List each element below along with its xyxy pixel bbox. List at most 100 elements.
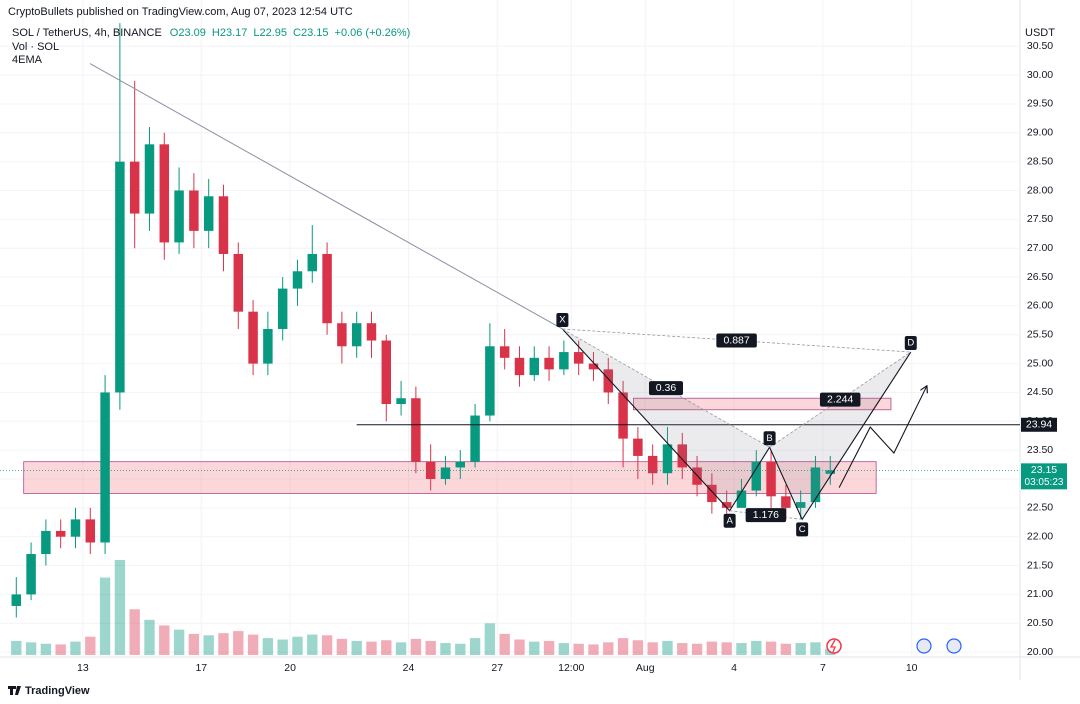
- indicator: 4EMA: [12, 54, 43, 66]
- candle-body: [470, 415, 480, 462]
- volume-bar: [632, 640, 644, 655]
- volume-bar: [218, 633, 229, 655]
- candle-body: [174, 190, 184, 243]
- axis-layer: 20.0020.5021.0021.5022.0022.5023.0023.50…: [77, 40, 1067, 674]
- ohlc-value: L22.95: [253, 27, 287, 39]
- point-label: X: [559, 314, 566, 325]
- volume-bar: [307, 634, 318, 655]
- candle-body: [85, 519, 96, 543]
- volume-bar: [114, 560, 126, 655]
- candle-body: [529, 357, 540, 376]
- x-tick-label: 12:00: [558, 662, 584, 674]
- volume-bar: [603, 642, 614, 655]
- y-tick-label: 20.00: [1027, 646, 1053, 658]
- x-tick-label: 27: [491, 662, 503, 674]
- candle-body: [100, 392, 110, 543]
- volume-bar: [765, 641, 777, 655]
- symbol: SOL / TetherUS, 4h, BINANCE: [12, 27, 162, 39]
- last-price-bg: [1021, 463, 1067, 490]
- volume-bar: [159, 625, 170, 655]
- event-icon: [826, 638, 842, 654]
- candle-body: [633, 438, 643, 456]
- candle-body: [559, 352, 569, 370]
- volume-bar: [558, 643, 570, 655]
- candle-body: [26, 554, 36, 595]
- change: +0.06 (+0.26%): [335, 27, 411, 39]
- point-label: B: [766, 433, 772, 444]
- candle-body: [766, 461, 776, 497]
- ratio-bg: [745, 508, 787, 523]
- candle-body: [810, 467, 821, 503]
- zone: [633, 397, 892, 411]
- y-tick-label: 27.50: [1027, 213, 1053, 225]
- candle-body: [588, 363, 599, 370]
- volume-bar: [455, 643, 466, 655]
- candle-body: [618, 392, 628, 439]
- y-tick-label: 29.00: [1027, 127, 1053, 139]
- candle-body: [411, 398, 421, 462]
- candle-body: [381, 340, 392, 404]
- candles-layer: [11, 23, 836, 618]
- countdown: 03:05:23: [1025, 477, 1064, 488]
- candle-body: [396, 398, 406, 404]
- candle-body: [425, 461, 436, 480]
- point-bg: [904, 336, 917, 351]
- candle-body: [233, 253, 244, 312]
- volume-bar: [514, 639, 525, 655]
- candle-body: [603, 369, 614, 393]
- volume-bar: [780, 643, 792, 655]
- volume-bar: [751, 640, 762, 655]
- candle-body: [499, 346, 510, 358]
- x-tick-label: 7: [820, 662, 826, 674]
- ratio-label: 1.176: [753, 509, 779, 521]
- y-tick-label: 28.00: [1027, 184, 1053, 196]
- volume-bar: [262, 638, 274, 655]
- x-tick-label: 20: [284, 662, 296, 674]
- candle-body: [781, 496, 791, 508]
- volume-bar: [381, 640, 392, 655]
- candle-body: [795, 502, 806, 508]
- y-tick-label: 27.00: [1027, 242, 1053, 254]
- volume-bar: [40, 643, 52, 655]
- y-tick-label: 26.00: [1027, 300, 1053, 312]
- volume-bar: [410, 638, 422, 655]
- candle-body: [736, 490, 747, 508]
- y-tick-label: 24.50: [1027, 386, 1053, 398]
- volume-bar: [188, 633, 200, 655]
- volume-bar: [70, 641, 81, 655]
- y-tick-label: 26.50: [1027, 271, 1053, 283]
- ratio-bg: [819, 392, 861, 407]
- y-tick-label: 22.50: [1027, 502, 1053, 514]
- candle-body: [322, 253, 332, 324]
- candle-body: [485, 346, 495, 416]
- candle-body: [55, 530, 66, 537]
- ratio-bg: [648, 381, 683, 396]
- candle-body: [144, 144, 155, 214]
- volume-bar: [662, 640, 673, 655]
- volume-bar: [721, 642, 732, 655]
- volume-bar: [233, 631, 244, 655]
- point-bg: [723, 513, 736, 528]
- indicator: Vol · SOL: [12, 41, 59, 53]
- point-bg: [796, 522, 809, 537]
- level-label-bg: [1021, 417, 1057, 432]
- ratio-bg: [716, 333, 757, 348]
- candle-body: [573, 352, 584, 364]
- y-tick-label: 25.50: [1027, 329, 1053, 341]
- candle-body: [159, 144, 170, 243]
- candle-body: [351, 323, 362, 347]
- y-tick-label: 22.00: [1027, 530, 1053, 542]
- y-tick-label: 21.50: [1027, 559, 1053, 571]
- candle-body: [263, 328, 273, 364]
- y-tick-label: 21.00: [1027, 588, 1053, 600]
- ohlc-value: C23.15: [293, 27, 328, 39]
- footer-logo: TradingView: [8, 685, 90, 697]
- volume-bar: [469, 638, 481, 655]
- volume-bar: [99, 577, 111, 655]
- candle-body: [277, 288, 288, 329]
- x-tick-label: 10: [906, 662, 918, 674]
- volume-bar: [144, 619, 155, 655]
- y-tick-label: 28.50: [1027, 155, 1053, 167]
- candle-body: [707, 484, 717, 503]
